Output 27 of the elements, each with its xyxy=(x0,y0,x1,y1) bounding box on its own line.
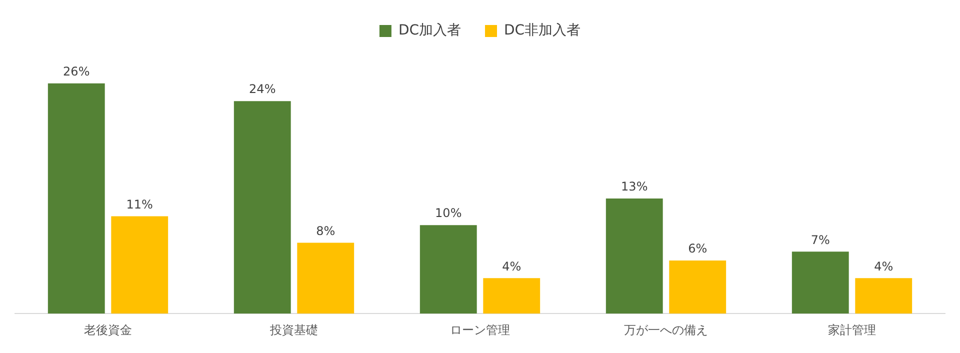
bar xyxy=(792,252,849,314)
bar xyxy=(234,101,291,314)
data-label: 8% xyxy=(316,224,336,238)
bar xyxy=(669,260,726,314)
bar xyxy=(297,242,354,314)
data-label: 4% xyxy=(874,259,894,274)
legend-label: DC加入者 xyxy=(398,22,462,39)
data-label: 6% xyxy=(688,242,708,256)
data-label: 10% xyxy=(435,206,462,220)
data-label: 11% xyxy=(126,197,153,212)
data-label: 7% xyxy=(810,232,830,247)
data-label: 13% xyxy=(621,180,648,194)
data-label: 4% xyxy=(502,259,522,274)
x-tick-label: 家計管理 xyxy=(828,322,876,337)
bar xyxy=(48,83,105,314)
bar xyxy=(855,278,912,314)
data-label: 26% xyxy=(63,64,90,79)
data-label: 24% xyxy=(249,82,276,96)
bar xyxy=(483,278,540,314)
legend-label: DC非加入者 xyxy=(504,22,581,39)
bar xyxy=(420,225,477,314)
bar xyxy=(606,198,663,314)
x-tick-label: 万が一への備え xyxy=(624,322,708,337)
x-tick-label: 投資基礎 xyxy=(269,322,318,337)
x-tick-label: ローン管理 xyxy=(450,322,510,337)
bar xyxy=(111,216,168,314)
x-tick-label: 老後資金 xyxy=(84,322,132,337)
